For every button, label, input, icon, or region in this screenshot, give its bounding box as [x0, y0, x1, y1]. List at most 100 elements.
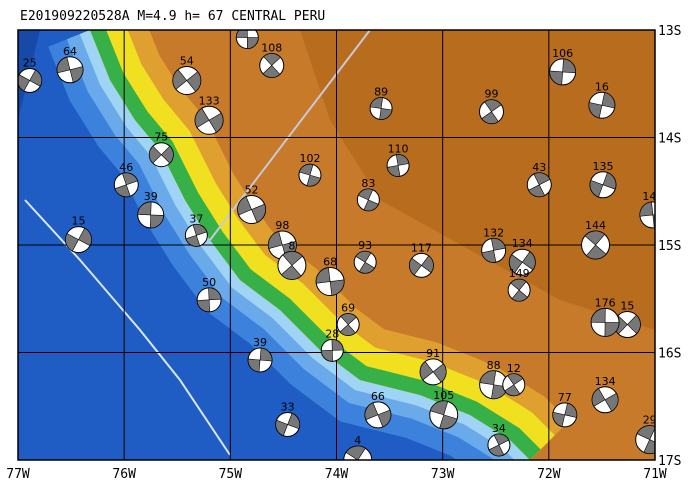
x-tick-label: 76W — [112, 467, 136, 482]
compressional-quadrant — [481, 238, 506, 263]
compressional-quadrant — [488, 433, 510, 457]
depth-label: 134 — [595, 375, 616, 388]
focal-mechanism: 102 — [298, 152, 322, 187]
focal-mechanism: 83 — [356, 177, 380, 212]
compressional-quadrant — [591, 388, 619, 412]
x-tick-label: 74W — [325, 467, 349, 482]
focal-mechanism: 99 — [479, 88, 505, 125]
compressional-quadrant — [345, 445, 366, 460]
depth-label: 39 — [144, 190, 158, 203]
focal-mechanism: 12 — [502, 362, 526, 397]
focal-mechanism: 143 — [639, 190, 655, 229]
focal-mechanism: 15 — [613, 300, 641, 339]
focal-mechanism: 64 — [56, 45, 84, 84]
depth-label: 64 — [63, 45, 77, 58]
focal-mechanism: 43 — [526, 161, 552, 198]
compressional-quadrant — [185, 224, 208, 247]
depth-label: 15 — [620, 300, 634, 313]
compressional-quadrant — [552, 402, 578, 427]
compressional-quadrant — [315, 267, 345, 296]
compressional-quadrant — [194, 107, 224, 133]
compressional-quadrant — [137, 201, 165, 229]
compressional-quadrant — [528, 172, 551, 198]
depth-label: 132 — [483, 226, 504, 239]
focal-mechanism: 37 — [184, 212, 208, 247]
compressional-quadrant — [504, 373, 524, 396]
focal-mechanism: 134 — [591, 375, 619, 414]
depth-label: 77 — [558, 391, 572, 404]
focal-mechanism: 176 — [590, 296, 620, 337]
compressional-quadrant — [588, 92, 616, 119]
x-tick-label: 73W — [431, 467, 455, 482]
depth-label: 144 — [585, 219, 606, 232]
depth-label: 117 — [411, 241, 432, 254]
depth-label: 99 — [485, 88, 499, 101]
depth-label: 28 — [325, 327, 339, 340]
depth-label: 149 — [509, 267, 530, 280]
compressional-quadrant — [320, 339, 344, 362]
focal-mechanism: 93 — [353, 239, 377, 274]
depth-label: 46 — [119, 161, 133, 174]
compressional-quadrant — [509, 251, 536, 274]
depth-label: 15 — [72, 215, 86, 228]
compressional-quadrant — [639, 201, 655, 229]
depth-label: 37 — [189, 212, 203, 225]
focal-mechanism: 108 — [259, 41, 285, 78]
compressional-quadrant — [196, 287, 222, 313]
compressional-quadrant — [549, 58, 576, 86]
y-tick-label: 15S — [658, 239, 681, 254]
depth-label: 83 — [361, 177, 375, 190]
focal-mechanism: 66 — [364, 390, 392, 429]
depth-label: 34 — [492, 422, 506, 435]
compressional-quadrant — [510, 278, 528, 302]
focal-mechanism: 106 — [549, 47, 577, 86]
focal-mechanism: 8 — [277, 239, 307, 280]
focal-mechanism: 39 — [247, 336, 273, 373]
compressional-quadrant — [247, 347, 273, 373]
compressional-quadrant — [386, 154, 410, 177]
focal-mechanism: 88 — [479, 359, 509, 400]
focal-mechanism: 132 — [481, 226, 507, 263]
focal-mechanism: 54 — [172, 55, 202, 96]
focal-mechanism: 69 — [336, 302, 360, 337]
focal-mechanism: 29 — [635, 414, 657, 455]
focal-mechanism: 105 — [235, 30, 259, 50]
map-title: E201909220528A M=4.9 h= 67 CENTRAL PERU — [20, 9, 325, 24]
depth-label: 98 — [275, 219, 289, 232]
compressional-quadrant — [114, 172, 138, 197]
depth-label: 75 — [154, 131, 168, 144]
focal-mechanism: 91 — [419, 347, 447, 386]
focal-mechanism: 105 — [429, 389, 459, 430]
compressional-quadrant — [262, 53, 281, 78]
depth-label: 29 — [643, 414, 657, 427]
focal-mechanism: 77 — [552, 391, 578, 428]
focal-mechanism: 4 — [343, 434, 373, 460]
depth-label: 16 — [595, 80, 609, 93]
focal-mechanism: 50 — [196, 276, 222, 313]
compressional-quadrant — [357, 188, 379, 212]
focal-mechanism: 28 — [320, 327, 344, 362]
depth-label: 4 — [354, 434, 361, 447]
depth-label: 50 — [202, 276, 216, 289]
compressional-quadrant — [590, 308, 620, 337]
compressional-quadrant — [280, 251, 303, 280]
focal-mechanism: 89 — [369, 85, 393, 120]
depth-label: 105 — [433, 389, 454, 402]
focal-mechanism: 133 — [194, 94, 224, 135]
compressional-quadrant — [299, 163, 321, 187]
compressional-quadrant — [589, 172, 617, 198]
focal-mechanism: 134 — [508, 237, 536, 276]
depth-label: 33 — [281, 401, 295, 414]
compressional-quadrant — [149, 145, 174, 164]
depth-label: 66 — [371, 390, 385, 403]
x-tick-label: 77W — [6, 467, 30, 482]
depth-label: 91 — [426, 347, 440, 360]
compressional-quadrant — [65, 227, 92, 252]
x-tick-label: 71W — [643, 467, 667, 482]
focal-mechanism: 39 — [137, 190, 165, 229]
focal-mechanism: 52 — [237, 184, 267, 225]
compressional-quadrant — [419, 361, 447, 383]
focal-mechanism: 16 — [588, 80, 616, 119]
